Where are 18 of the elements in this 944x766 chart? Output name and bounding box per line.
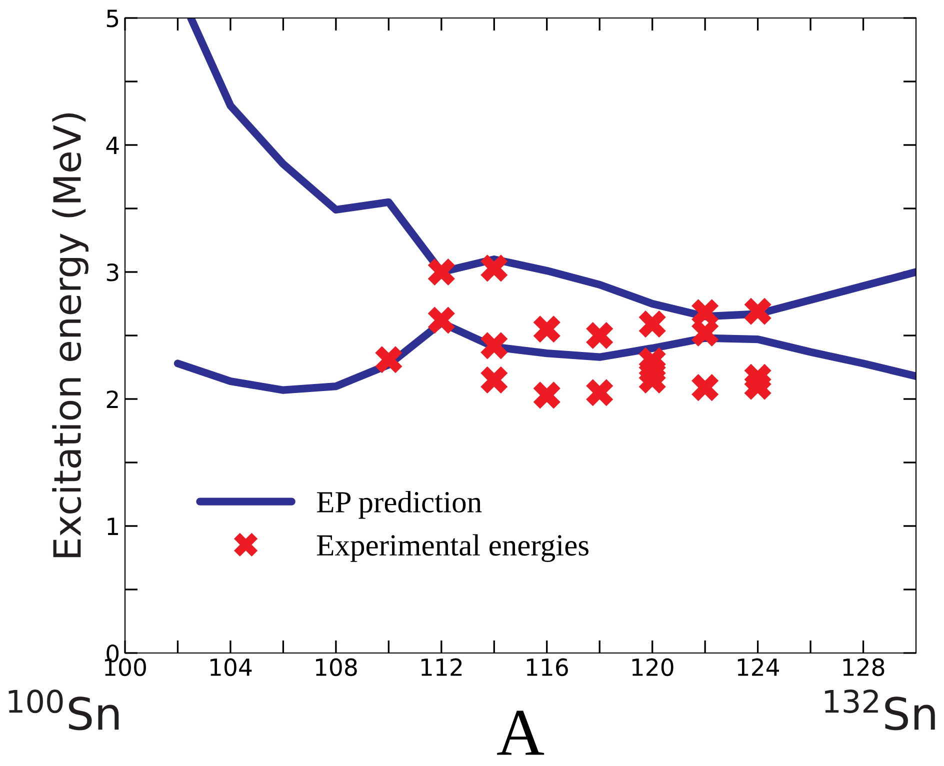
x-tick-label: 124	[738, 658, 780, 676]
x-tick-label: 116	[526, 658, 568, 676]
x-tick-label: 108	[316, 658, 357, 676]
x-tick-label: 112	[421, 658, 462, 676]
x-tick-label: 120	[632, 658, 674, 676]
y-tick-label: 1	[108, 518, 118, 535]
y-tick-label: 5	[106, 10, 118, 28]
y-tick-label: 3	[106, 263, 118, 282]
x-tick-label: 128	[843, 658, 884, 676]
y-axis-title: Excitation energy (MeV)	[52, 113, 88, 558]
legend-label: EP prediction	[316, 491, 482, 519]
y-tick-label: 2	[106, 390, 118, 408]
x-tick-label: 104	[210, 658, 252, 676]
text: $^{132}$Sn	[825, 690, 935, 730]
text: $^{100}$Sn	[8, 690, 119, 730]
legend-label: Experimental energies	[316, 534, 588, 562]
y-tick-label: 4	[106, 136, 119, 154]
x-axis-title: A	[497, 710, 544, 755]
